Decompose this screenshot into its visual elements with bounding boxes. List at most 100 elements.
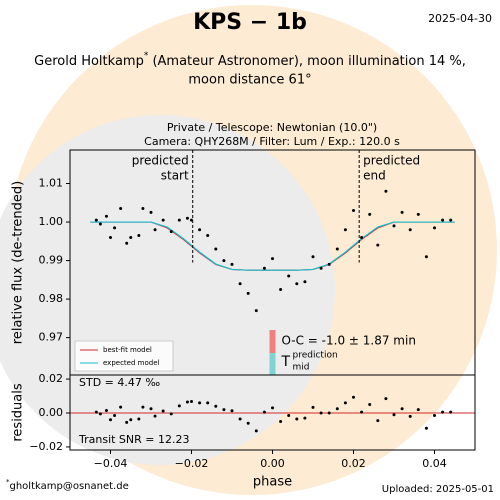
- data-point: [119, 207, 123, 211]
- data-point: [287, 414, 291, 418]
- x-tick-label: 0.02: [341, 457, 366, 470]
- data-point: [238, 282, 242, 286]
- data-point: [137, 417, 141, 421]
- data-point: [198, 228, 202, 232]
- data-point: [352, 395, 355, 399]
- data-point: [416, 408, 420, 412]
- y-tick-label: 0.00: [39, 406, 64, 419]
- data-point: [254, 429, 258, 433]
- subtitle-part: *: [144, 51, 149, 61]
- data-point: [177, 404, 181, 408]
- data-point: [137, 234, 141, 238]
- data-point: [98, 412, 102, 416]
- data-point: [109, 235, 112, 239]
- x-tick-label: 0.00: [260, 457, 285, 470]
- x-axis-label: phase: [253, 475, 292, 490]
- subtitle-part: Gerold Holtkamp: [34, 54, 144, 69]
- legend: [74, 340, 174, 372]
- data-point: [141, 405, 145, 409]
- data-point: [190, 399, 193, 403]
- data-point: [433, 226, 436, 230]
- data-point: [198, 401, 202, 405]
- observation: Private / Telescope: Newtonian (10.0"): [167, 121, 377, 134]
- data-point: [113, 226, 117, 230]
- data-point: [327, 262, 331, 266]
- tmid-bar: [269, 353, 276, 375]
- data-point: [343, 401, 347, 405]
- data-point: [153, 228, 157, 232]
- data-point: [311, 255, 315, 259]
- data-point: [416, 212, 420, 216]
- footer-star: *: [6, 478, 10, 486]
- data-point: [94, 218, 98, 222]
- data-point: [246, 421, 250, 425]
- std-label: STD = 4.47 ‰: [79, 376, 160, 389]
- data-point: [279, 419, 283, 423]
- data-point: [360, 235, 364, 239]
- data-point: [376, 419, 380, 423]
- data-point: [392, 413, 396, 417]
- data-point: [149, 210, 153, 214]
- tmid-label: T: [281, 354, 291, 370]
- data-point: [230, 262, 234, 266]
- oc-bar: [269, 330, 276, 353]
- data-point: [295, 282, 299, 286]
- data-point: [335, 407, 339, 411]
- data-point: [206, 401, 210, 405]
- y-tick-label: −0.02: [29, 440, 63, 453]
- legend-label: expected model: [103, 359, 159, 367]
- y-tick-label: 0.98: [39, 292, 64, 305]
- y-tick-label: 1.00: [39, 215, 64, 228]
- x-tick-label: −0.02: [175, 457, 209, 470]
- data-point: [335, 247, 339, 251]
- data-point: [400, 210, 404, 214]
- data-point: [230, 409, 234, 413]
- data-point: [104, 214, 108, 218]
- data-point: [424, 426, 428, 430]
- data-point: [141, 207, 145, 211]
- data-point: [129, 418, 133, 422]
- data-point: [177, 218, 181, 222]
- tmid-label: prediction: [293, 351, 338, 361]
- data-point: [125, 420, 129, 424]
- date: 2025-04-30: [428, 12, 492, 25]
- subtitle: moon distance 61°: [188, 73, 311, 88]
- y-axis-label: residuals: [11, 383, 26, 442]
- data-point: [254, 309, 258, 313]
- data-point: [153, 414, 157, 418]
- data-point: [368, 403, 372, 407]
- data-point: [271, 257, 274, 261]
- prediction-label: predicted: [132, 154, 189, 168]
- footer-email: gholtkamp@osnanet.de: [10, 481, 129, 492]
- subtitle: Gerold Holtkamp* (Amateur Astronomer), m…: [34, 51, 466, 69]
- data-point: [408, 228, 412, 232]
- data-point: [206, 234, 210, 238]
- data-point: [104, 408, 108, 412]
- data-point: [214, 404, 218, 408]
- data-point: [408, 414, 412, 418]
- data-point: [352, 208, 355, 212]
- data-point: [287, 274, 291, 278]
- y-tick-label: 0.99: [39, 254, 64, 267]
- data-point: [303, 416, 307, 420]
- data-point: [392, 224, 396, 228]
- observation: Camera: QHY268M / Filter: Lum / Exp.: 12…: [144, 135, 400, 148]
- data-point: [185, 400, 189, 404]
- data-point: [125, 241, 129, 245]
- prediction-label: end: [363, 169, 386, 183]
- data-point: [222, 259, 226, 263]
- data-point: [433, 414, 436, 418]
- data-point: [262, 410, 266, 414]
- data-point: [222, 408, 226, 412]
- data-point: [185, 216, 189, 220]
- data-point: [449, 218, 453, 222]
- chart-title: KPS − 1b: [193, 10, 307, 35]
- prediction-label: predicted: [363, 154, 420, 168]
- data-point: [376, 243, 380, 247]
- data-point: [327, 411, 331, 415]
- data-point: [271, 406, 274, 410]
- data-point: [113, 414, 117, 418]
- data-point: [319, 411, 323, 415]
- data-point: [262, 266, 266, 270]
